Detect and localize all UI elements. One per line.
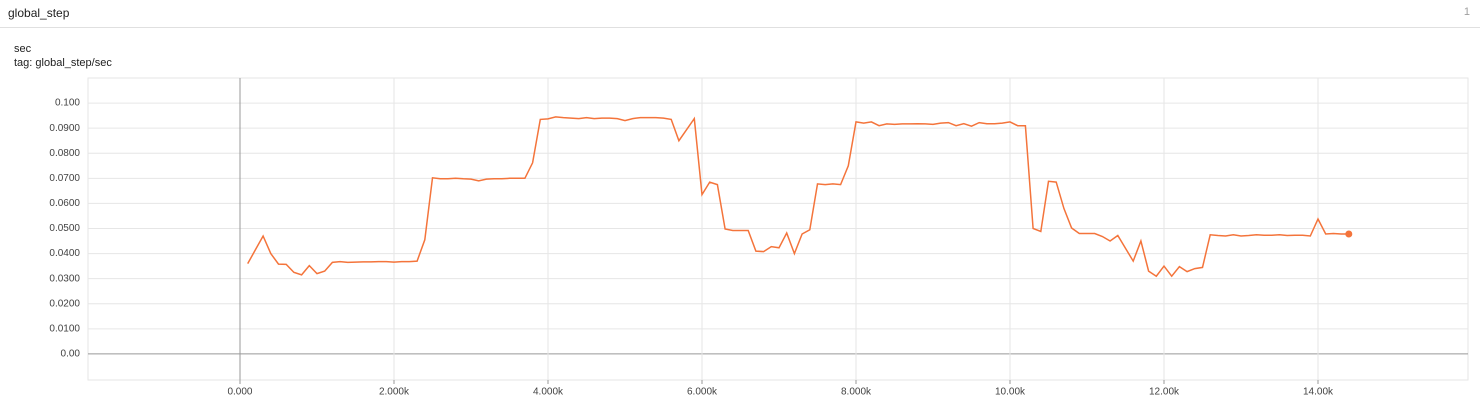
card-header: global_step 1 <box>0 0 1480 28</box>
x-tick-label: 8.000k <box>841 387 872 398</box>
y-tick-label: 0.0600 <box>49 198 80 209</box>
last-point <box>1345 230 1353 238</box>
x-tick-label: 2.000k <box>379 387 410 398</box>
x-tick-label: 14.00k <box>1303 387 1334 398</box>
y-tick-label: 0.100 <box>55 98 80 109</box>
x-tick-label: 6.000k <box>687 387 718 398</box>
y-tick-label: 0.0800 <box>49 148 80 159</box>
x-tick-label: 4.000k <box>533 387 564 398</box>
y-tick-label: 0.0900 <box>49 123 80 134</box>
series-line <box>247 116 1349 278</box>
chart-title: sec <box>14 43 32 55</box>
card-count: 1 <box>1463 6 1470 18</box>
y-tick-label: 0.0400 <box>49 248 80 259</box>
y-tick-label: 0.00 <box>61 349 81 360</box>
chart-subtitle: tag: global_step/sec <box>14 57 112 69</box>
card-title[interactable]: global_step <box>8 6 70 20</box>
x-tick-label: 12.00k <box>1149 387 1180 398</box>
y-tick-label: 0.0700 <box>49 173 80 184</box>
x-tick-label: 10.00k <box>995 387 1026 398</box>
y-tick-label: 0.0500 <box>49 223 80 234</box>
y-tick-label: 0.0100 <box>49 323 80 334</box>
y-tick-label: 0.0200 <box>49 298 80 309</box>
x-tick-label: 0.000 <box>227 387 252 398</box>
plot-frame <box>87 77 1469 381</box>
y-tick-label: 0.0300 <box>49 273 80 284</box>
